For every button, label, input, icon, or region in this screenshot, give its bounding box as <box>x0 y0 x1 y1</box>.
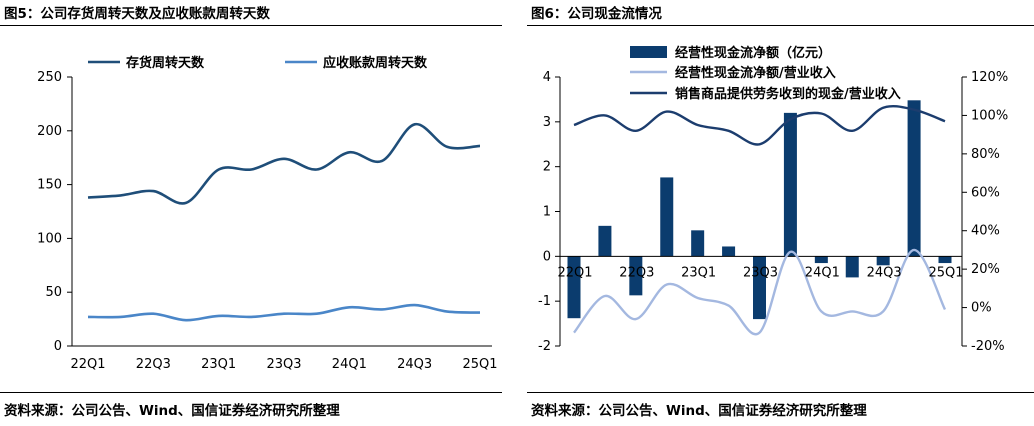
y-right-tick-label: 120% <box>971 70 1008 85</box>
cash-flow-bar <box>845 256 859 278</box>
cash-flow-bar <box>629 256 643 296</box>
legend-label: 销售商品提供劳务收到的现金/营业收入 <box>675 86 901 102</box>
y-right-tick-label: 40% <box>971 224 1000 239</box>
x-tick-label: 23Q3 <box>743 265 778 280</box>
x-tick-label: 24Q1 <box>332 357 367 372</box>
inventory-receivable-figure: 图5：公司存货周转天数及应收账款周转天数 0 50 100 150 200 250 22Q1… <box>0 0 502 426</box>
y-left-tick-label: 3 <box>543 115 551 130</box>
x-tick-label: 22Q3 <box>136 357 171 372</box>
y-left-tick-label: 0 <box>543 249 551 264</box>
x-tick-label: 23Q1 <box>681 265 716 280</box>
x-tick-label: 22Q3 <box>619 265 654 280</box>
cash-flow-bar <box>753 256 766 320</box>
y-right-tick-label: 80% <box>971 147 1000 162</box>
source-note: 资料来源：公司公告、Wind、国信证券经济研究所整理 <box>531 403 867 419</box>
y-tick-label: 250 <box>37 70 62 85</box>
cash-flow-bar <box>567 256 581 319</box>
x-tick-label: 23Q3 <box>266 357 301 372</box>
cash-flow-bar <box>722 246 736 257</box>
series-2-line <box>573 248 947 336</box>
y-tick-label: 150 <box>37 178 62 193</box>
x-tick-label: 25Q1 <box>462 357 497 372</box>
series-1-line <box>87 122 481 205</box>
x-tick-label: 25Q1 <box>928 265 963 280</box>
y-right-tick-label: -20% <box>971 339 1005 354</box>
y-left-tick-label: -2 <box>538 339 551 354</box>
y-tick-label: 0 <box>54 339 62 354</box>
cash-flow-bar <box>938 256 952 264</box>
x-tick-label: 23Q1 <box>201 357 236 372</box>
title-rule <box>0 25 502 26</box>
cash-flow-figure: 图6：公司现金流情况 -2 -1 0 1 2 3 4 -20% 0% 20% 40% 60% 80% 10… <box>527 0 1034 426</box>
cash-flow-bar <box>814 256 828 264</box>
y-left-tick-label: 4 <box>543 70 551 85</box>
x-tick-label: 22Q1 <box>557 265 592 280</box>
legend-label: 经营性现金流净额/营业收入 <box>675 65 836 81</box>
x-tick-label: 22Q1 <box>70 357 105 372</box>
y-left-tick-label: 2 <box>543 160 551 175</box>
series-3-line <box>573 104 946 146</box>
x-tick-label: 24Q1 <box>805 265 840 280</box>
y-left-tick-label: -1 <box>538 294 551 309</box>
y-right-tick-label: 100% <box>971 108 1008 123</box>
cash-flow-bar <box>598 225 612 257</box>
cash-flow-chart: -2 -1 0 1 2 3 4 -20% 0% 20% 40% 60% 80% 100% 120% 22Q1 2… <box>538 45 1008 354</box>
cash-flow-bar <box>691 230 705 257</box>
y-tick-label: 100 <box>37 231 62 246</box>
cash-flow-bar <box>876 256 890 266</box>
cash-flow-bar <box>783 112 797 257</box>
y-right-tick-label: 20% <box>971 262 1000 277</box>
series-2-line <box>87 303 481 322</box>
x-tick-label: 24Q3 <box>397 357 432 372</box>
legend-label: 经营性现金流净额（亿元） <box>675 45 831 61</box>
source-rule <box>527 392 1034 393</box>
legend-swatch <box>630 46 667 58</box>
y-right-tick-label: 0% <box>971 301 992 316</box>
y-tick-label: 50 <box>45 285 62 300</box>
y-tick-label: 200 <box>37 124 62 139</box>
y-left-tick-label: 1 <box>543 205 551 220</box>
turnover-days-chart: 0 50 100 150 200 250 22Q1 22Q3 23Q1 23Q3 24Q1 24Q3 2… <box>37 55 497 372</box>
cash-flow-bar <box>660 177 674 257</box>
x-tick-label: 24Q3 <box>867 265 902 280</box>
legend-label: 存货周转天数 <box>126 55 205 71</box>
cash-flow-bar <box>907 100 921 257</box>
legend-label: 应收账款周转天数 <box>323 55 428 71</box>
title-rule <box>527 25 1034 26</box>
y-right-tick-label: 60% <box>971 185 1000 200</box>
figure-title: 图6：公司现金流情况 <box>531 6 662 22</box>
source-rule <box>0 392 502 393</box>
figure-title: 图5：公司存货周转天数及应收账款周转天数 <box>4 6 270 22</box>
source-note: 资料来源：公司公告、Wind、国信证券经济研究所整理 <box>4 403 340 419</box>
